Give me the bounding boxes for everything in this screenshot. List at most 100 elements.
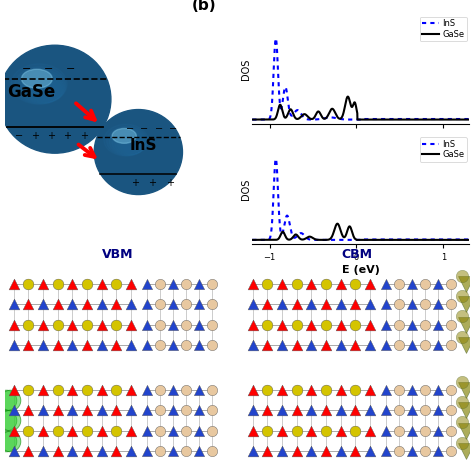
Point [156, 280, 164, 288]
Point [39, 341, 47, 349]
Point [69, 386, 76, 393]
Point [264, 386, 271, 393]
Point [182, 280, 190, 288]
InS [273, 36, 279, 41]
Point [249, 386, 256, 393]
Legend: InS, GaSe: InS, GaSe [419, 17, 467, 41]
Point [209, 447, 216, 455]
Point [352, 301, 359, 308]
Point [25, 280, 32, 288]
Point [83, 341, 91, 349]
Point [112, 386, 120, 393]
Point [83, 406, 91, 414]
GaSe [340, 233, 346, 238]
Line: GaSe: GaSe [248, 224, 469, 240]
Point [249, 321, 256, 328]
Point [69, 447, 76, 455]
Point [39, 427, 47, 434]
Text: +: + [130, 178, 138, 188]
Point [459, 398, 466, 406]
Point [421, 427, 429, 434]
Point [25, 427, 32, 434]
GaSe [245, 237, 251, 243]
Point [25, 341, 32, 349]
InS [462, 237, 468, 242]
Point [408, 406, 416, 414]
Point [83, 427, 91, 434]
GaSe [335, 221, 340, 227]
Point [382, 341, 390, 349]
Point [98, 321, 106, 328]
Point [6, 417, 13, 424]
Point [395, 406, 403, 414]
Point [195, 341, 203, 349]
Point [182, 427, 190, 434]
Ellipse shape [21, 69, 52, 88]
Point [143, 406, 151, 414]
Point [352, 341, 359, 349]
Point [69, 406, 76, 414]
Point [264, 321, 271, 328]
Point [6, 437, 13, 445]
Point [127, 341, 135, 349]
Point [182, 341, 190, 349]
Point [169, 301, 177, 308]
GaSe [345, 94, 351, 100]
Point [209, 427, 216, 434]
Point [39, 321, 47, 328]
Point [352, 386, 359, 393]
Point [54, 280, 62, 288]
Point [366, 341, 374, 349]
Point [195, 301, 203, 308]
InS [283, 213, 289, 219]
Point [366, 406, 374, 414]
Text: −: − [140, 124, 148, 134]
Point [25, 386, 32, 393]
Point [308, 321, 315, 328]
Point [209, 386, 216, 393]
InS [330, 115, 336, 120]
Point [98, 341, 106, 349]
Point [462, 406, 470, 414]
Point [408, 427, 416, 434]
Point [127, 447, 135, 455]
Point [462, 341, 470, 349]
Point [156, 427, 164, 434]
Point [408, 301, 416, 308]
Point [421, 406, 429, 414]
Point [447, 280, 455, 288]
Point [462, 427, 470, 434]
Point [447, 447, 455, 455]
GaSe [438, 237, 444, 243]
Point [459, 439, 466, 447]
Point [264, 341, 271, 349]
Point [447, 341, 455, 349]
Point [25, 321, 32, 328]
Point [434, 321, 442, 328]
Point [127, 406, 135, 414]
Point [98, 301, 106, 308]
Point [278, 447, 286, 455]
InS [466, 116, 472, 122]
Point [366, 386, 374, 393]
Point [143, 321, 151, 328]
Point [112, 406, 120, 414]
Ellipse shape [11, 64, 67, 104]
Point [195, 280, 203, 288]
Point [322, 301, 330, 308]
Point [182, 386, 190, 393]
Point [54, 386, 62, 393]
InS [340, 117, 346, 122]
Point [195, 427, 203, 434]
Point [195, 406, 203, 414]
Point [249, 341, 256, 349]
Point [39, 280, 47, 288]
Point [54, 447, 62, 455]
Point [39, 301, 47, 308]
Text: −: − [169, 124, 177, 134]
Point [98, 386, 106, 393]
Point [447, 301, 455, 308]
Point [83, 280, 91, 288]
Y-axis label: DOS: DOS [241, 58, 251, 80]
Point [308, 386, 315, 393]
